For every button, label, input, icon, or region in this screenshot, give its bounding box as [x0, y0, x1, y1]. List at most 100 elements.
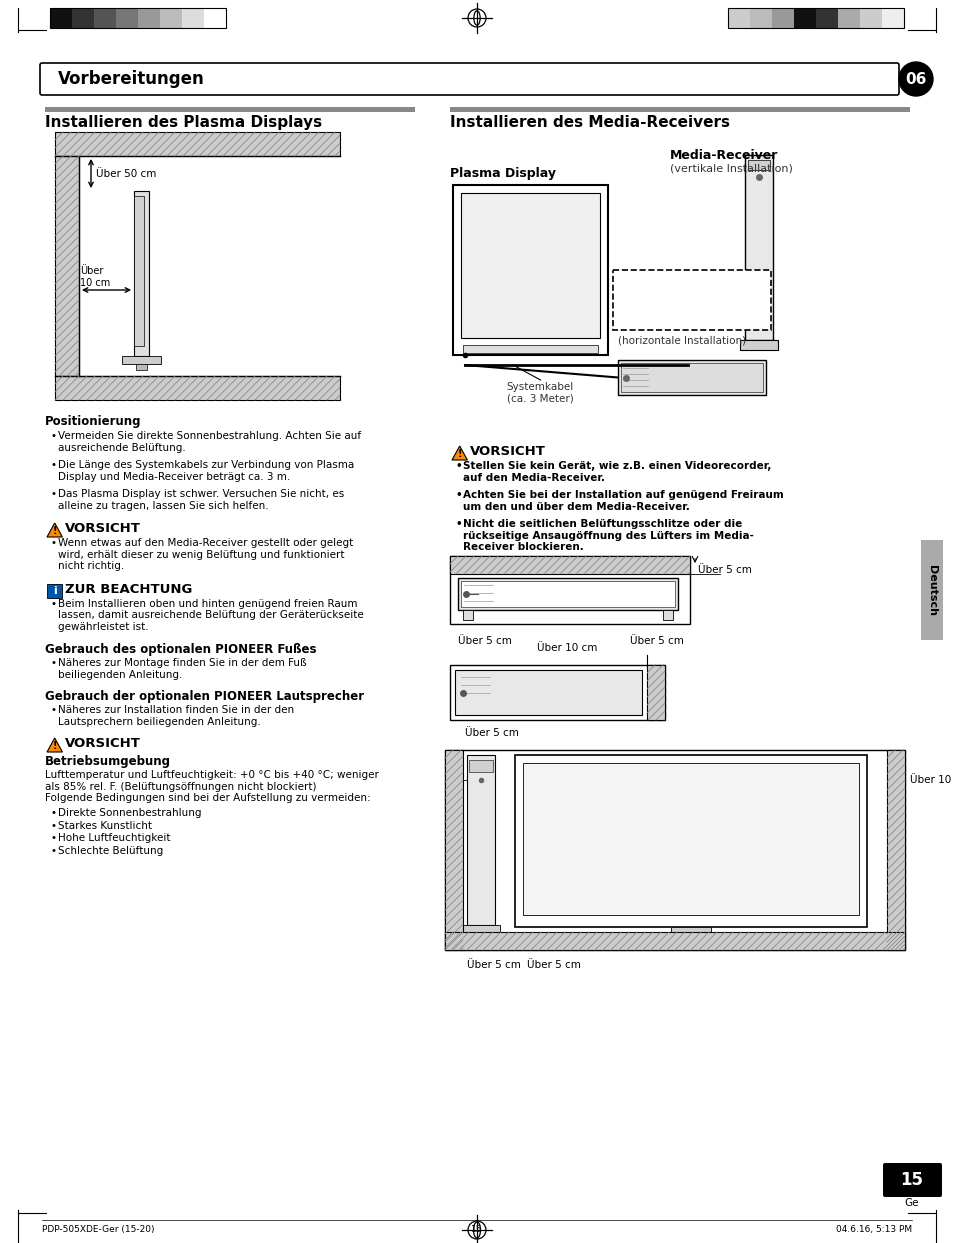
Bar: [771, 7, 793, 29]
Text: Über 5 cm: Über 5 cm: [629, 636, 683, 646]
Bar: [450, 107, 909, 112]
Bar: [467, 755, 495, 925]
Bar: [444, 932, 904, 950]
Bar: [122, 355, 161, 364]
Bar: [727, 7, 903, 29]
Text: 15: 15: [900, 1171, 923, 1190]
Text: Über 5 cm: Über 5 cm: [457, 636, 512, 646]
Text: !: !: [457, 450, 461, 460]
Text: Media-Receiver: Media-Receiver: [669, 149, 778, 162]
Polygon shape: [47, 523, 62, 537]
Text: Über 5 cm: Über 5 cm: [526, 960, 580, 970]
Text: Vorbereitungen: Vorbereitungen: [58, 70, 205, 88]
Bar: [453, 185, 607, 355]
Bar: [133, 191, 149, 355]
Text: 06: 06: [904, 72, 925, 87]
Text: i: i: [52, 585, 56, 595]
Bar: [50, 7, 226, 29]
Bar: [444, 750, 462, 950]
Text: Stellen Sie kein Gerät, wie z.B. einen Videorecorder,
auf den Media-Receiver.: Stellen Sie kein Gerät, wie z.B. einen V…: [462, 461, 771, 482]
Text: Gebrauch der optionalen PIONEER Lautsprecher: Gebrauch der optionalen PIONEER Lautspre…: [45, 690, 364, 704]
Bar: [747, 160, 769, 170]
Text: •: •: [51, 460, 57, 470]
Bar: [455, 670, 641, 715]
Bar: [457, 578, 678, 610]
Bar: [469, 759, 493, 772]
Bar: [444, 750, 904, 950]
Bar: [727, 7, 749, 29]
Text: Über 5 cm: Über 5 cm: [467, 960, 520, 970]
Text: Hohe Luftfeuchtigkeit: Hohe Luftfeuchtigkeit: [58, 833, 171, 843]
Bar: [837, 7, 859, 29]
Text: Vermeiden Sie direkte Sonnenbestrahlung. Achten Sie auf
ausreichende Belüftung.: Vermeiden Sie direkte Sonnenbestrahlung.…: [58, 431, 361, 452]
Text: Das Plasma Display ist schwer. Versuchen Sie nicht, es
alleine zu tragen, lassen: Das Plasma Display ist schwer. Versuchen…: [58, 488, 344, 511]
Bar: [182, 7, 204, 29]
Bar: [450, 574, 689, 624]
Bar: [740, 341, 778, 351]
Bar: [744, 155, 772, 341]
Text: Achten Sie bei der Installation auf genügend Freiraum
um den und über dem Media-: Achten Sie bei der Installation auf genü…: [462, 490, 783, 512]
Text: !: !: [52, 741, 57, 752]
Text: Wenn etwas auf den Media-Receiver gestellt oder gelegt
wird, erhält dieser zu we: Wenn etwas auf den Media-Receiver gestel…: [58, 538, 353, 572]
Text: Starkes Kunstlicht: Starkes Kunstlicht: [58, 820, 152, 830]
Bar: [55, 132, 339, 157]
Bar: [620, 363, 762, 392]
Polygon shape: [452, 446, 467, 460]
FancyBboxPatch shape: [40, 63, 898, 94]
Bar: [793, 7, 815, 29]
Text: •: •: [456, 461, 462, 471]
Bar: [47, 583, 62, 598]
Text: Über 10 cm: Über 10 cm: [909, 774, 953, 786]
Text: Über
10 cm: Über 10 cm: [80, 266, 111, 288]
Text: •: •: [51, 705, 57, 715]
Bar: [116, 7, 138, 29]
Bar: [662, 610, 672, 620]
Text: Installieren des Plasma Displays: Installieren des Plasma Displays: [45, 116, 322, 131]
Text: •: •: [51, 820, 57, 830]
Text: Über 10 cm: Über 10 cm: [537, 643, 598, 653]
Text: Lufttemperatur und Luftfeuchtigkeit: +0 °C bis +40 °C; weniger
als 85% rel. F. (: Lufttemperatur und Luftfeuchtigkeit: +0 …: [45, 769, 378, 803]
Text: Gebrauch des optionalen PIONEER Fußes: Gebrauch des optionalen PIONEER Fußes: [45, 643, 316, 656]
Text: Direkte Sonnenbestrahlung: Direkte Sonnenbestrahlung: [58, 808, 201, 818]
Text: Beim Installieren oben und hinten genügend freien Raum
lassen, damit ausreichend: Beim Installieren oben und hinten genüge…: [58, 598, 363, 631]
Text: •: •: [51, 845, 57, 855]
Bar: [45, 107, 415, 112]
Text: Über 5 cm: Über 5 cm: [698, 566, 751, 576]
Bar: [450, 665, 646, 720]
Bar: [160, 7, 182, 29]
Bar: [613, 270, 770, 329]
Text: •: •: [51, 808, 57, 818]
Text: ZUR BEACHTUNG: ZUR BEACHTUNG: [65, 583, 193, 595]
Text: Näheres zur Installation finden Sie in der den
Lautsprechern beiliegenden Anleit: Näheres zur Installation finden Sie in d…: [58, 705, 294, 727]
Text: •: •: [456, 520, 462, 530]
Bar: [815, 7, 837, 29]
Text: Näheres zur Montage finden Sie in der dem Fuß
beiliegenden Anleitung.: Näheres zur Montage finden Sie in der de…: [58, 658, 306, 680]
Bar: [462, 750, 886, 932]
Text: •: •: [51, 598, 57, 609]
Text: Ge: Ge: [903, 1198, 919, 1208]
Bar: [55, 157, 79, 375]
Bar: [859, 7, 882, 29]
Bar: [920, 539, 942, 640]
Bar: [882, 7, 903, 29]
Text: Die Länge des Systemkabels zur Verbindung von Plasma
Display und Media-Receiver : Die Länge des Systemkabels zur Verbindun…: [58, 460, 354, 481]
Text: Positionierung: Positionierung: [45, 415, 141, 428]
Text: Deutsch: Deutsch: [926, 564, 936, 615]
Bar: [133, 196, 144, 346]
Bar: [50, 7, 71, 29]
Bar: [515, 755, 866, 927]
Text: Über 50 cm: Über 50 cm: [96, 169, 156, 179]
Bar: [460, 193, 599, 338]
Text: •: •: [456, 490, 462, 500]
Bar: [55, 375, 339, 400]
Text: Betriebsumgebung: Betriebsumgebung: [45, 755, 171, 768]
FancyBboxPatch shape: [882, 1163, 941, 1197]
Bar: [461, 925, 499, 933]
Text: (vertikale Installation): (vertikale Installation): [669, 163, 792, 173]
Bar: [460, 580, 675, 607]
Text: Schlechte Belüftung: Schlechte Belüftung: [58, 845, 163, 855]
Text: PDP-505XDE-Ger (15-20): PDP-505XDE-Ger (15-20): [42, 1226, 154, 1234]
Bar: [618, 360, 765, 395]
Text: Installieren des Media-Receivers: Installieren des Media-Receivers: [450, 116, 729, 131]
Polygon shape: [47, 738, 62, 752]
